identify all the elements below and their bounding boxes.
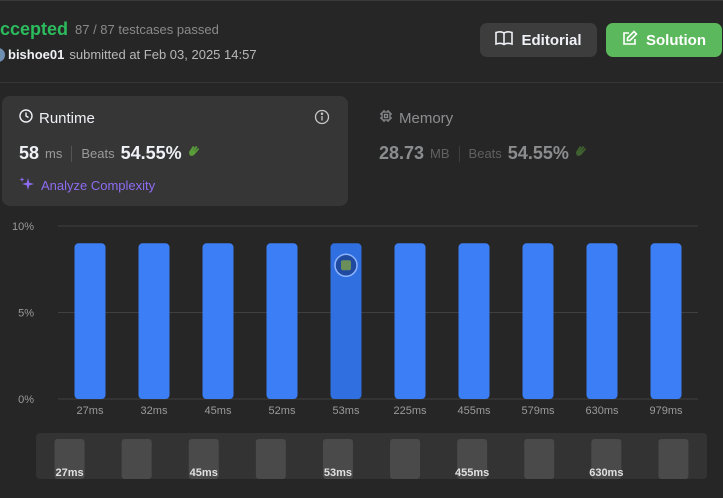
chart-bar[interactable] (74, 243, 106, 399)
x-tick-label: 455ms (457, 405, 491, 417)
x-tick-label: 579ms (521, 405, 555, 417)
info-icon[interactable] (314, 109, 330, 130)
overview-bar (390, 439, 421, 479)
solution-button[interactable]: Solution (606, 23, 722, 57)
chart-bar[interactable] (330, 243, 362, 399)
memory-unit: MB (430, 146, 450, 161)
y-tick-label: 10% (12, 221, 34, 233)
overview-label: 45ms (190, 467, 218, 479)
y-tick-label: 0% (18, 394, 34, 406)
chart-bar[interactable] (586, 243, 618, 399)
memory-beats-label: Beats (468, 146, 502, 161)
runtime-metric: 58 ms Beats 54.55% (19, 143, 202, 164)
x-tick-label: 979ms (649, 405, 683, 417)
overview-svg: 27ms 45ms 53ms 455ms 630ms (54, 439, 689, 479)
overview-label: 630ms (589, 467, 623, 479)
overview-bar (524, 439, 555, 479)
avatar-image (341, 260, 351, 271)
x-tick-label: 45ms (205, 405, 232, 417)
status-text: ccepted (0, 19, 69, 39)
chip-icon (379, 109, 393, 127)
metric-separator (458, 145, 460, 162)
clap-icon (186, 143, 202, 164)
runtime-card[interactable]: Runtime 58 ms Beats 54.55% Analyze Compl… (2, 96, 348, 206)
runtime-beats-label: Beats (81, 146, 115, 161)
x-tick-label: 225ms (393, 405, 427, 417)
overview-bar (54, 439, 85, 479)
username-link[interactable]: bishoe01 (8, 47, 65, 62)
runtime-value: 58 (19, 143, 40, 163)
overview-bar (322, 439, 353, 479)
overview-bar (121, 439, 152, 479)
memory-card[interactable]: Memory 28.73 MB Beats 54.55% (362, 96, 702, 206)
x-tick-label: 53ms (333, 405, 360, 417)
x-tick-label: 52ms (269, 405, 296, 417)
edit-icon (622, 30, 638, 50)
header-divider (0, 82, 723, 83)
runtime-distribution-chart[interactable]: 0% 5% 10% 27ms 32ms 45ms 52ms 53ms 225ms 455ms 579… (0, 215, 723, 420)
editorial-label: Editorial (521, 31, 582, 49)
x-tick-label: 630ms (585, 405, 619, 417)
overview-bar (591, 439, 622, 479)
chart-overview-scrollbar[interactable]: 27ms 45ms 53ms 455ms 630ms (36, 433, 707, 479)
analyze-complexity-link[interactable]: Analyze Complexity (19, 176, 155, 195)
submitted-at: submitted at Feb 03, 2025 14:57 (69, 47, 257, 62)
chart-bar[interactable] (522, 243, 554, 399)
chart-bar[interactable] (138, 243, 170, 399)
y-tick-label: 5% (18, 308, 34, 320)
x-tick-label: 27ms (77, 405, 104, 417)
overview-bar (255, 439, 286, 479)
overview-label: 455ms (455, 467, 489, 479)
runtime-title-label: Runtime (39, 109, 95, 127)
memory-metric: 28.73 MB Beats 54.55% (379, 143, 589, 164)
overview-bar (188, 439, 219, 479)
overview-label: 53ms (324, 467, 352, 479)
clap-icon (573, 143, 589, 164)
memory-title: Memory (379, 109, 453, 127)
avatar[interactable] (0, 47, 5, 62)
book-icon (495, 30, 514, 50)
overview-bar (457, 439, 488, 479)
solution-label: Solution (646, 31, 706, 49)
chart-bar[interactable] (458, 243, 490, 399)
chart-bar[interactable] (266, 243, 298, 399)
chart-svg: 0% 5% 10% 27ms 32ms 45ms 52ms 53ms 225ms 455ms 579… (12, 221, 698, 417)
runtime-beats-value: 54.55% (120, 143, 182, 163)
metric-separator (71, 145, 73, 162)
submission-info: bishoe01 submitted at Feb 03, 2025 14:57 (0, 47, 257, 62)
memory-title-label: Memory (399, 109, 454, 127)
chart-bar[interactable] (650, 243, 682, 399)
chart-bar[interactable] (394, 243, 426, 399)
runtime-unit: ms (45, 146, 63, 161)
editorial-button[interactable]: Editorial (480, 23, 597, 57)
clock-icon (19, 109, 33, 127)
sparkle-icon (19, 176, 35, 195)
memory-beats-value: 54.55% (507, 143, 569, 163)
runtime-title: Runtime (19, 109, 95, 127)
testcases-passed: 87 / 87 testcases passed (75, 22, 219, 37)
x-tick-label: 32ms (141, 405, 168, 417)
analyze-label: Analyze Complexity (41, 178, 156, 193)
overview-label: 27ms (55, 467, 83, 479)
chart-bar[interactable] (202, 243, 234, 399)
memory-value: 28.73 (379, 143, 425, 163)
overview-bar (658, 439, 689, 479)
